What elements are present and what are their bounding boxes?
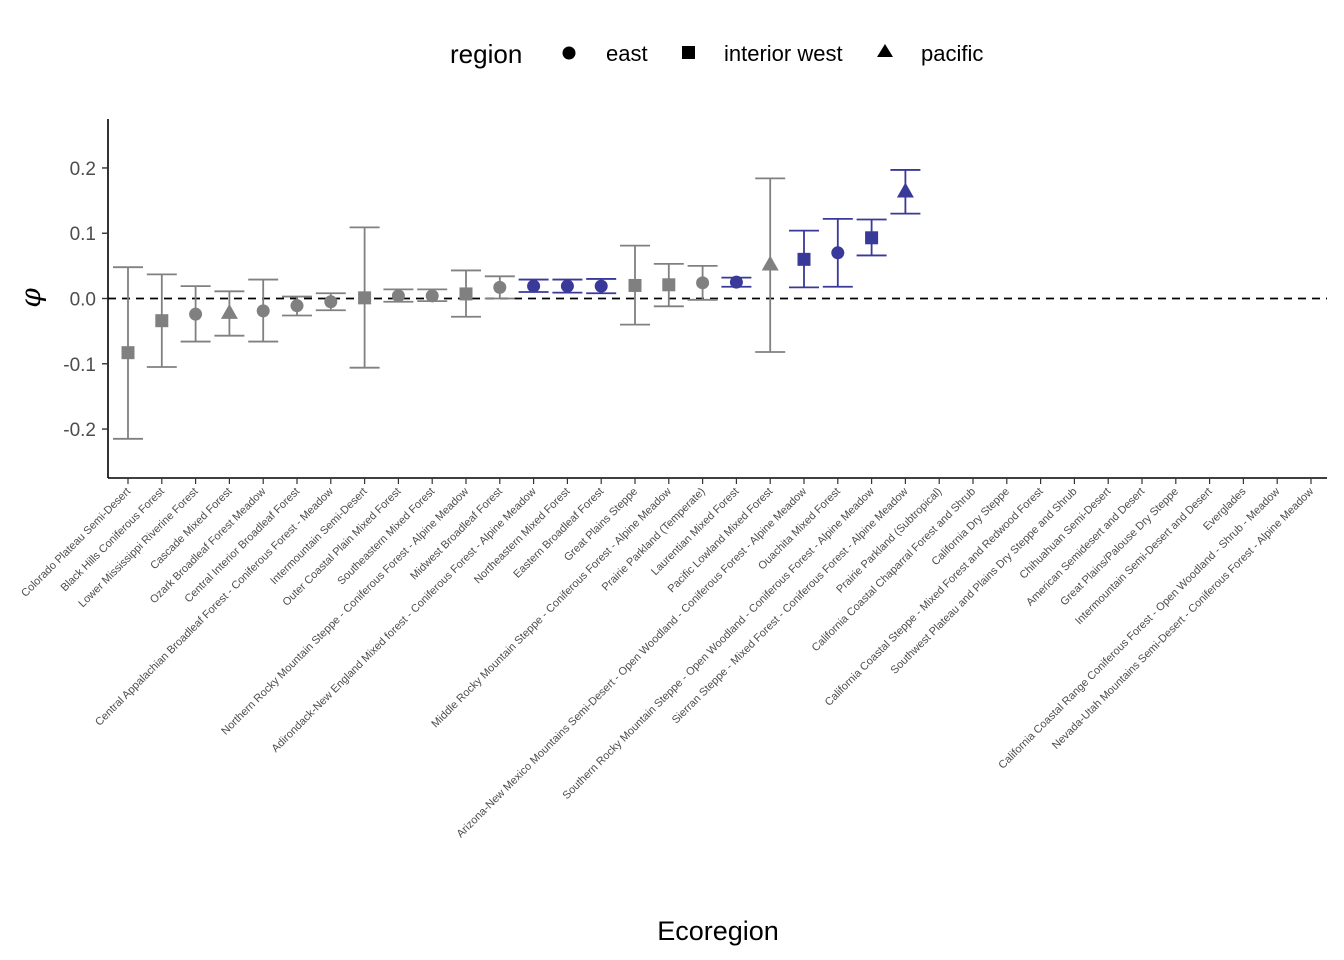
data-point-triangle [761, 255, 779, 271]
error-bars [113, 169, 921, 440]
data-point-circle [425, 289, 439, 303]
data-point-square [865, 231, 879, 245]
data-point-circle [696, 276, 710, 290]
data-point-circle [831, 246, 845, 260]
data-point-square [155, 314, 169, 328]
data-point-square [121, 346, 135, 360]
data-point-circle [324, 295, 338, 309]
data-points [121, 182, 914, 360]
legend: region east interior west pacific [450, 39, 983, 69]
y-axis-title: φ [14, 288, 47, 308]
data-point-square [358, 291, 372, 305]
data-point-circle [189, 307, 203, 321]
data-point-circle [560, 279, 574, 293]
legend-label-east: east [606, 41, 648, 66]
legend-key-pacific-triangle [877, 44, 893, 57]
data-point-circle [256, 304, 270, 318]
y-tick-label: 0.0 [70, 290, 96, 311]
data-point-circle [493, 280, 507, 294]
data-point-square [797, 252, 811, 266]
legend-title: region [450, 39, 522, 69]
y-tick-label: 0.2 [70, 159, 96, 180]
y-tick-label: -0.1 [63, 355, 96, 376]
data-point-circle [594, 279, 608, 293]
data-point-square [628, 278, 642, 292]
data-point-circle [290, 299, 304, 313]
y-tick-label: 0.1 [70, 224, 96, 245]
data-point-square [662, 278, 676, 292]
data-point-circle [729, 275, 743, 289]
x-axis-title: Ecoregion [657, 916, 779, 946]
x-tick-label: Arizona-New Mexico Mountains Semi-Desert… [454, 486, 809, 841]
data-point-square [459, 287, 473, 301]
x-tick-label: California Coastal Steppe - Mixed Forest… [823, 486, 1046, 709]
y-axis-ticks: -0.2 -0.1 0.0 0.1 0.2 [63, 159, 108, 441]
data-point-triangle [896, 182, 914, 198]
y-tick-label: -0.2 [63, 420, 96, 441]
legend-label-pacific: pacific [921, 41, 983, 66]
data-point-circle [527, 279, 541, 293]
legend-label-interior-west: interior west [724, 41, 843, 66]
data-point-triangle [220, 303, 238, 319]
legend-key-interior-west-square [682, 46, 695, 59]
data-point-circle [391, 289, 405, 303]
legend-key-east-circle [562, 46, 576, 60]
